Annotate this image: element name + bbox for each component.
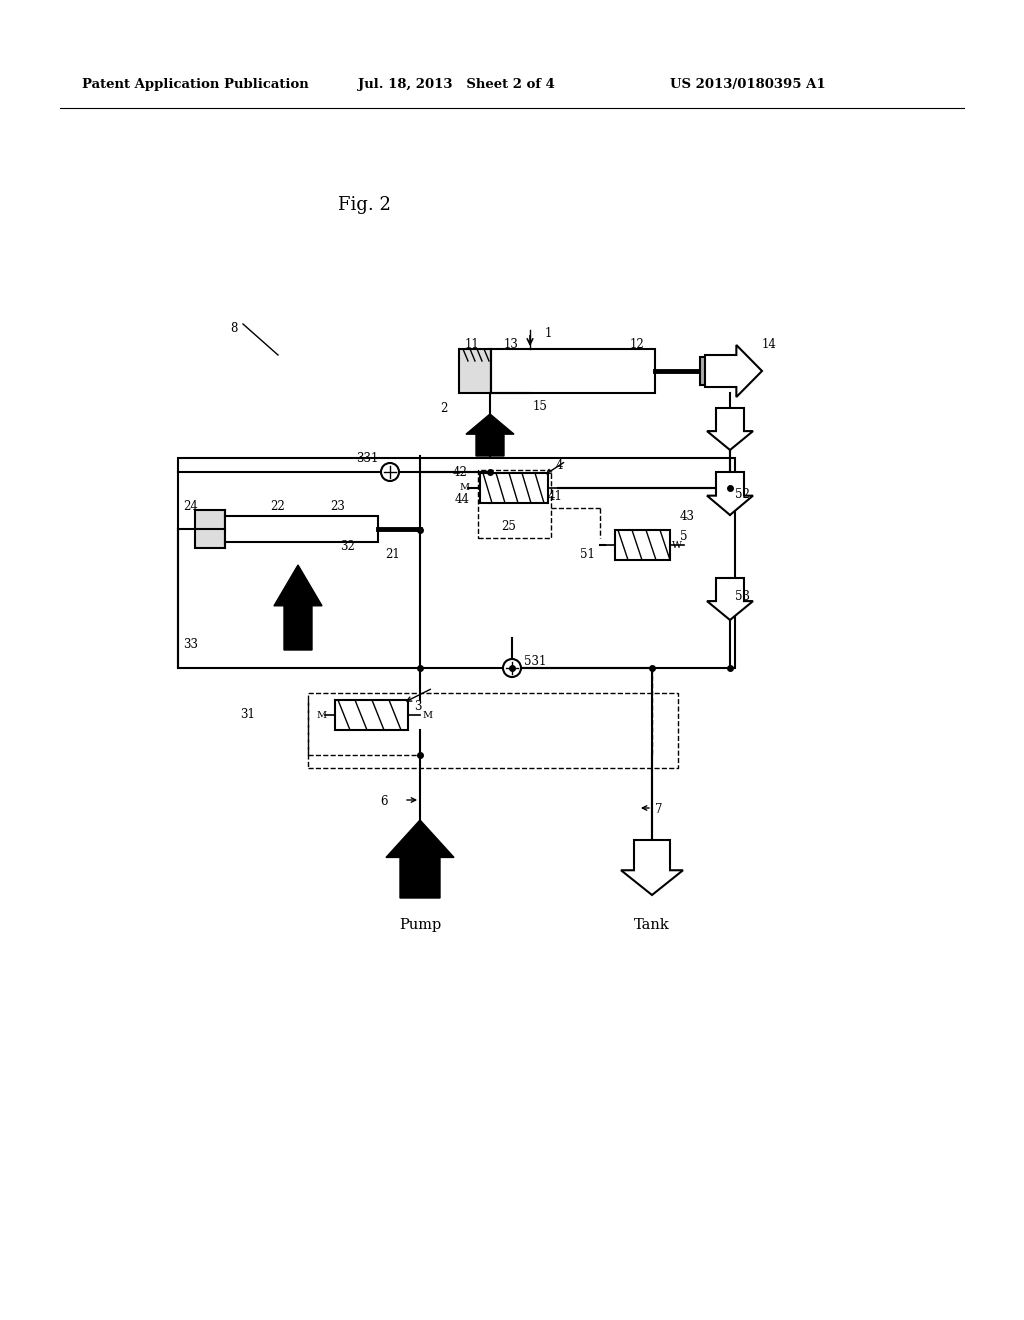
Bar bbox=[459, 348, 490, 393]
Text: 15: 15 bbox=[534, 400, 548, 413]
Text: Fig. 2: Fig. 2 bbox=[338, 195, 391, 214]
Text: M: M bbox=[422, 710, 432, 719]
Text: 331: 331 bbox=[356, 451, 379, 465]
Polygon shape bbox=[707, 408, 753, 450]
Text: 53: 53 bbox=[735, 590, 750, 603]
Text: 2: 2 bbox=[440, 403, 447, 414]
Polygon shape bbox=[466, 414, 514, 455]
Text: Tank: Tank bbox=[634, 917, 670, 932]
Polygon shape bbox=[274, 565, 322, 649]
Bar bbox=[700, 356, 713, 385]
Bar bbox=[480, 473, 548, 503]
Text: 5: 5 bbox=[680, 531, 687, 543]
Text: 22: 22 bbox=[270, 500, 285, 513]
Text: 7: 7 bbox=[655, 803, 663, 816]
Text: 24: 24 bbox=[183, 500, 198, 513]
Text: 32: 32 bbox=[340, 540, 355, 553]
Text: Pump: Pump bbox=[399, 917, 441, 932]
Text: 44: 44 bbox=[455, 492, 470, 506]
Text: 25: 25 bbox=[501, 520, 516, 533]
Text: 6: 6 bbox=[381, 795, 388, 808]
Polygon shape bbox=[707, 473, 753, 515]
Bar bbox=[225, 516, 378, 543]
Text: 531: 531 bbox=[524, 655, 547, 668]
Text: 31: 31 bbox=[240, 708, 255, 721]
Text: 51: 51 bbox=[580, 548, 595, 561]
Text: Jul. 18, 2013   Sheet 2 of 4: Jul. 18, 2013 Sheet 2 of 4 bbox=[358, 78, 555, 91]
Circle shape bbox=[503, 659, 521, 677]
Text: 43: 43 bbox=[680, 510, 695, 523]
Text: 41: 41 bbox=[548, 490, 563, 503]
Text: M: M bbox=[316, 710, 327, 719]
Text: US 2013/0180395 A1: US 2013/0180395 A1 bbox=[670, 78, 825, 91]
Text: 33: 33 bbox=[183, 638, 198, 651]
Text: 23: 23 bbox=[330, 500, 345, 513]
Text: 3: 3 bbox=[414, 700, 422, 713]
Text: 13: 13 bbox=[504, 338, 519, 351]
Bar bbox=[178, 458, 735, 668]
Bar bbox=[490, 348, 655, 393]
Bar bbox=[308, 693, 678, 768]
Text: 21: 21 bbox=[385, 548, 399, 561]
Text: 42: 42 bbox=[453, 466, 468, 479]
Text: 4: 4 bbox=[556, 459, 563, 473]
Text: 8: 8 bbox=[230, 322, 238, 335]
Polygon shape bbox=[621, 840, 683, 895]
Text: 1: 1 bbox=[545, 327, 552, 341]
Text: M: M bbox=[460, 483, 470, 492]
Text: 52: 52 bbox=[735, 488, 750, 502]
Text: 11: 11 bbox=[465, 338, 480, 351]
Text: 14: 14 bbox=[762, 338, 777, 351]
Bar bbox=[335, 700, 408, 730]
Polygon shape bbox=[705, 345, 762, 397]
Text: Patent Application Publication: Patent Application Publication bbox=[82, 78, 309, 91]
Polygon shape bbox=[386, 820, 454, 898]
Circle shape bbox=[381, 463, 399, 480]
Bar bbox=[478, 470, 551, 539]
Text: W: W bbox=[672, 540, 682, 549]
Bar bbox=[195, 510, 225, 548]
Bar bbox=[615, 531, 670, 560]
Polygon shape bbox=[707, 578, 753, 620]
Text: 12: 12 bbox=[630, 338, 645, 351]
